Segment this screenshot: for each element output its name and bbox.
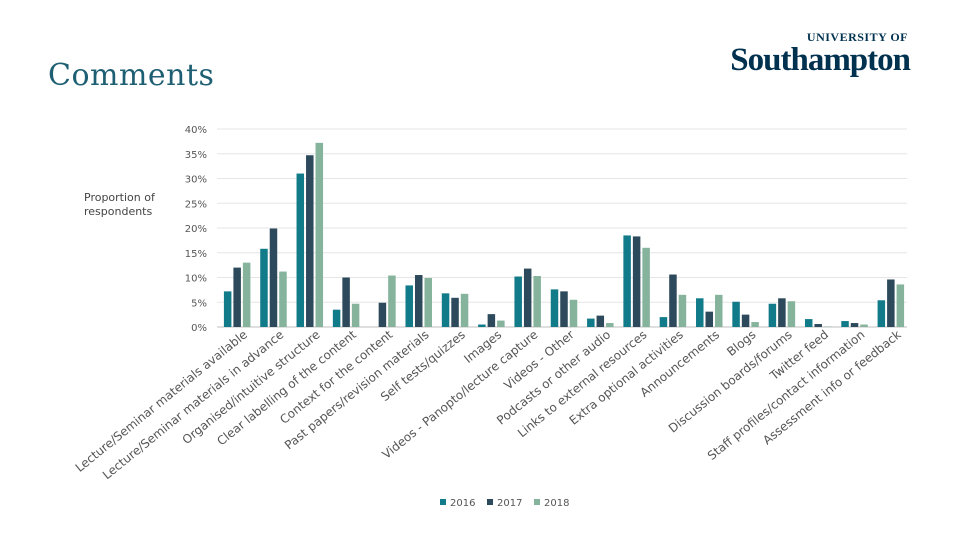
bar-2016-16 [768, 303, 777, 327]
bar-2018-12 [642, 247, 650, 327]
legend-label-2017: 2017 [497, 498, 522, 509]
bar-2018-5 [388, 275, 396, 327]
bar-2016-15 [732, 301, 740, 327]
y-tick-label: 10% [185, 274, 207, 285]
bar-2017-1 [233, 267, 241, 327]
bar-2018-7 [460, 293, 469, 327]
bar-2018-6 [424, 277, 432, 327]
bar-2016-3 [296, 173, 305, 327]
y-tick-label: 25% [185, 199, 207, 210]
bar-2016-11 [587, 318, 595, 327]
bar-2016-19 [877, 300, 886, 327]
bar-2018-9 [533, 276, 541, 327]
bar-2018-11 [606, 323, 614, 327]
bar-2018-1 [242, 262, 251, 327]
bar-2016-2 [260, 248, 268, 327]
bar-2017-14 [705, 311, 714, 327]
bar-2018-13 [678, 294, 687, 327]
bar-2017-6 [414, 275, 423, 327]
bar-2016-18 [841, 321, 849, 327]
bar-2018-3 [315, 142, 324, 327]
bar-2018-2 [279, 271, 287, 327]
bar-2017-15 [741, 314, 750, 327]
bar-2018-8 [497, 320, 505, 327]
bar-2017-18 [850, 323, 859, 327]
bar-2017-12 [632, 236, 641, 327]
bar-2016-17 [804, 319, 813, 327]
bar-2016-9 [514, 276, 522, 327]
bar-2016-13 [659, 317, 668, 327]
bar-2018-4 [351, 303, 360, 327]
y-tick-label: 15% [185, 249, 207, 260]
bar-2016-7 [441, 293, 450, 327]
y-axis-label-line1: Proportion of [84, 191, 155, 204]
bar-2017-8 [487, 314, 496, 327]
bar-2016-4 [332, 309, 341, 327]
y-tick-label: 30% [185, 175, 207, 186]
bar-2017-16 [778, 298, 786, 327]
bar-2017-3 [306, 155, 314, 327]
y-axis-label: Proportion of respondents [84, 191, 174, 219]
bar-2017-11 [596, 315, 605, 327]
bar-2016-10 [550, 289, 559, 327]
university-logo: UNIVERSITY OF Southampton [730, 30, 911, 78]
bar-2018-14 [715, 294, 723, 327]
y-tick-label: 20% [185, 224, 207, 235]
bar-2017-19 [887, 279, 895, 327]
bar-2016-1 [223, 291, 232, 327]
bar-2018-18 [860, 324, 868, 327]
bar-2018-16 [787, 301, 796, 327]
bar-2018-19 [896, 284, 905, 327]
legend-swatch-2018 [534, 499, 540, 505]
bar-2017-5 [378, 302, 387, 327]
bar-2017-17 [814, 324, 822, 327]
bar-2017-10 [560, 291, 568, 327]
bar-2017-9 [523, 268, 532, 327]
bar-2018-10 [569, 299, 578, 327]
y-tick-label: 40% [185, 125, 207, 136]
y-tick-label: 5% [191, 298, 207, 309]
bar-2017-4 [342, 277, 350, 327]
bar-2016-8 [478, 324, 486, 327]
legend-swatch-2016 [440, 499, 446, 505]
bar-2018-15 [751, 322, 759, 327]
bar-2016-6 [405, 285, 413, 327]
bar-2017-2 [269, 228, 278, 327]
bar-2017-13 [669, 274, 677, 327]
legend-label-2018: 2018 [544, 498, 569, 509]
legend-swatch-2017 [487, 499, 493, 505]
slide-title: Comments [48, 58, 215, 93]
logo-top-text: UNIVERSITY OF [806, 30, 908, 44]
y-tick-label: 0% [191, 323, 207, 334]
legend-label-2016: 2016 [450, 498, 475, 509]
bar-2016-14 [696, 298, 704, 327]
y-tick-label: 35% [185, 150, 207, 161]
y-axis-label-line2: respondents [84, 205, 153, 218]
bar-2016-12 [623, 235, 631, 327]
logo-main-text: Southampton [730, 42, 911, 78]
bar-2017-7 [451, 297, 459, 327]
